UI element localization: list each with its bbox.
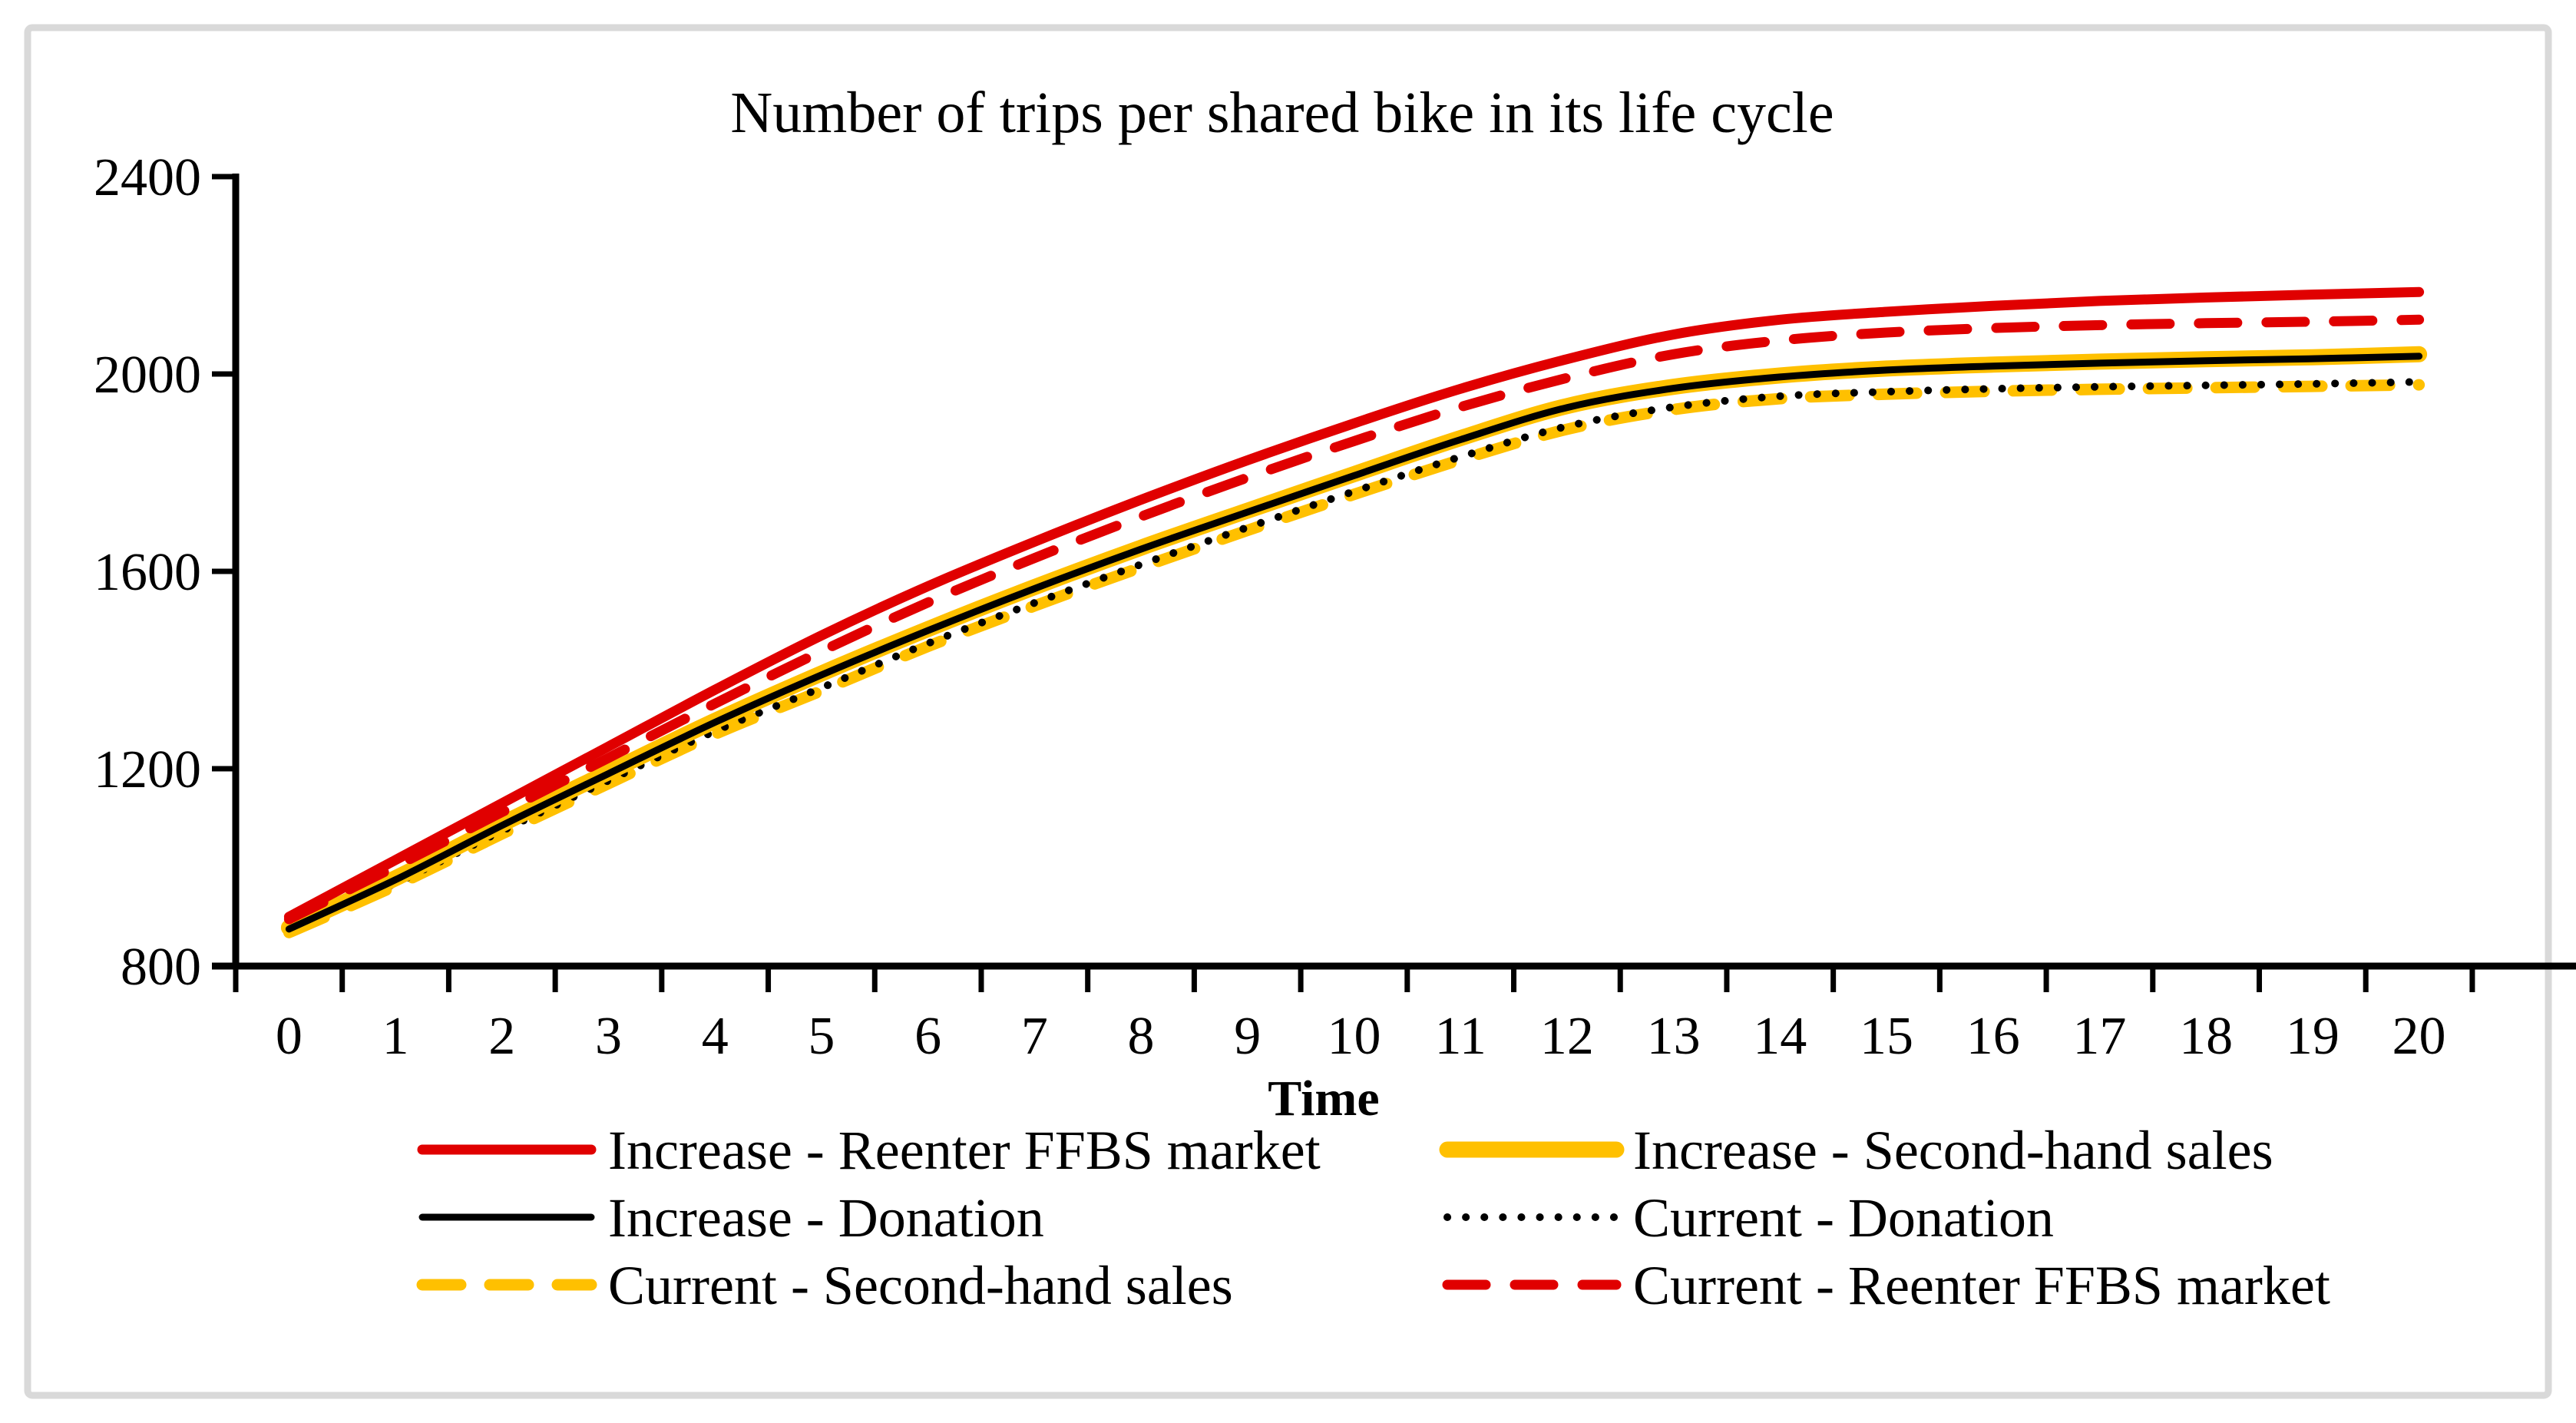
legend-item-increase_secondhand: Increase - Second-hand sales bbox=[1439, 1120, 2273, 1181]
legend-label-increase_secondhand: Increase - Second-hand sales bbox=[1633, 1120, 2273, 1181]
series-line-current_reenter bbox=[283, 314, 2425, 925]
series-line-current_donation bbox=[285, 378, 2423, 935]
legend-label-increase_reenter: Increase - Reenter FFBS market bbox=[608, 1120, 1321, 1181]
y-tick-label: 2400 bbox=[94, 148, 201, 207]
x-tick-label: 8 bbox=[1128, 1007, 1155, 1066]
legend-label-increase_donation: Increase - Donation bbox=[608, 1187, 1044, 1249]
series-line-increase_donation bbox=[285, 352, 2423, 933]
x-tick-label: 6 bbox=[914, 1007, 941, 1066]
x-tick-label: 11 bbox=[1434, 1007, 1486, 1066]
x-tick-label: 7 bbox=[1021, 1007, 1048, 1066]
legend-label-current_secondhand: Current - Second-hand sales bbox=[608, 1255, 1233, 1316]
y-tick-label: 1600 bbox=[94, 543, 201, 602]
x-tick-label: 10 bbox=[1327, 1007, 1381, 1066]
x-tick-label: 14 bbox=[1753, 1007, 1807, 1066]
x-tick-label: 5 bbox=[808, 1007, 835, 1066]
x-tick-label: 0 bbox=[276, 1007, 303, 1066]
series-lines bbox=[280, 286, 2428, 938]
y-tick-label: 1200 bbox=[94, 740, 201, 799]
series-line-increase_reenter bbox=[283, 286, 2425, 922]
x-axis-title: Time bbox=[1268, 1071, 1379, 1127]
legend-item-increase_donation: Increase - Donation bbox=[418, 1187, 1044, 1249]
legend-label-current_reenter: Current - Reenter FFBS market bbox=[1633, 1255, 2330, 1316]
x-tick-label: 20 bbox=[2392, 1007, 2446, 1066]
x-tick-label: 16 bbox=[1966, 1007, 2020, 1066]
x-tick-label: 18 bbox=[2179, 1007, 2233, 1066]
x-tick-label: 4 bbox=[702, 1007, 729, 1066]
axes bbox=[212, 174, 2576, 992]
legend-item-current_secondhand: Current - Second-hand sales bbox=[416, 1255, 1233, 1316]
legend: Increase - Reenter FFBS market Increase -… bbox=[416, 1120, 2330, 1316]
x-tick-label: 15 bbox=[1860, 1007, 1913, 1066]
x-tick-label: 3 bbox=[595, 1007, 622, 1066]
legend-item-current_reenter: Current - Reenter FFBS market bbox=[1442, 1255, 2330, 1316]
x-tick-label: 9 bbox=[1234, 1007, 1261, 1066]
x-tick-label: 13 bbox=[1647, 1007, 1701, 1066]
x-tick-label: 17 bbox=[2072, 1007, 2126, 1066]
chart-title: Number of trips per shared bike in its l… bbox=[730, 81, 1834, 145]
y-tick-label: 2000 bbox=[94, 346, 201, 405]
y-tick-label: 800 bbox=[121, 938, 201, 997]
series-line-current_secondhand bbox=[283, 379, 2426, 938]
x-tick-label: 12 bbox=[1540, 1007, 1594, 1066]
x-tick-label: 19 bbox=[2286, 1007, 2340, 1066]
legend-label-current_donation: Current - Donation bbox=[1633, 1187, 2054, 1249]
legend-item-current_donation: Current - Donation bbox=[1443, 1187, 2054, 1249]
x-tick-label: 1 bbox=[382, 1007, 409, 1066]
chart-frame bbox=[24, 24, 2552, 1399]
legend-item-increase_reenter: Increase - Reenter FFBS market bbox=[417, 1120, 1321, 1181]
x-tick-label: 2 bbox=[488, 1007, 515, 1066]
